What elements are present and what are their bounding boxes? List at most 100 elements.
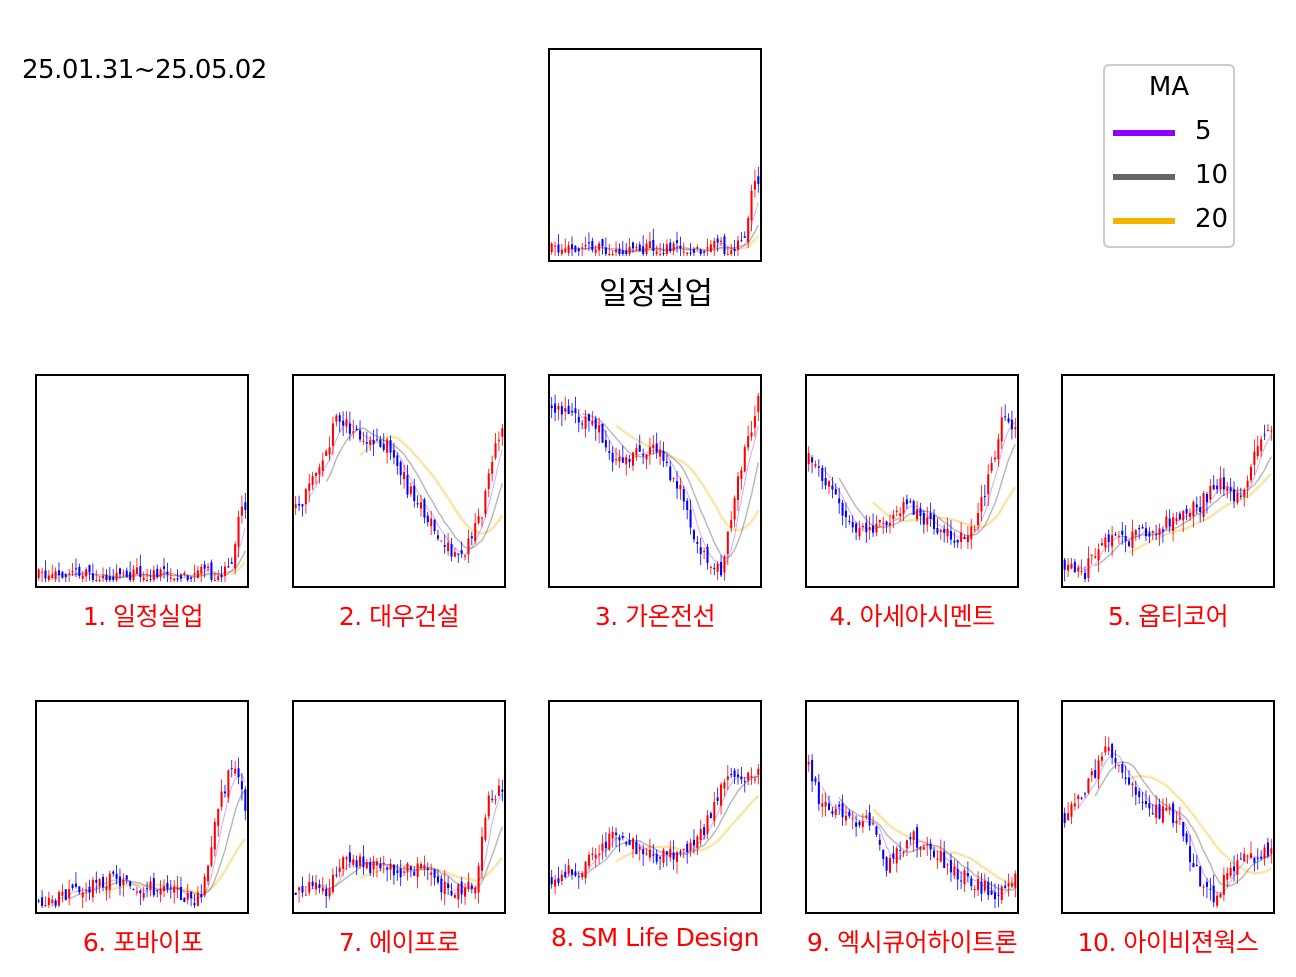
candle-body	[436, 876, 439, 883]
candle	[139, 889, 142, 906]
candle	[193, 894, 196, 908]
candle-body	[142, 892, 145, 899]
candle-body	[102, 876, 105, 888]
candle	[672, 477, 675, 483]
candle	[571, 403, 574, 417]
candle	[146, 569, 149, 582]
candle-body	[577, 416, 580, 423]
candle	[1239, 852, 1242, 860]
candle-body	[601, 423, 604, 443]
candle-body	[1266, 842, 1269, 856]
candle-body	[37, 569, 40, 578]
candle-body	[557, 405, 560, 410]
candle-body	[375, 861, 378, 866]
candle-body	[1270, 848, 1273, 854]
candle-body	[608, 833, 611, 850]
candle-body	[669, 466, 672, 481]
candle-body	[68, 889, 71, 899]
ma5-line	[308, 420, 503, 556]
candle-body	[703, 251, 706, 253]
candle-body	[501, 428, 504, 437]
candle-body	[601, 239, 604, 247]
candle-body	[166, 571, 169, 575]
candle	[963, 867, 966, 892]
candle	[1229, 478, 1232, 502]
candle-body	[716, 563, 719, 572]
candle	[1090, 554, 1093, 565]
candle-body	[977, 513, 980, 526]
chart-panel-5	[1061, 374, 1275, 588]
candle	[682, 848, 685, 859]
candle-body	[1148, 803, 1151, 809]
candle	[1185, 830, 1188, 845]
candle	[430, 863, 433, 886]
candle	[618, 449, 621, 469]
candle	[872, 816, 875, 826]
candle-body	[659, 253, 662, 255]
candle-body	[628, 246, 631, 254]
candle-body	[477, 516, 480, 523]
candle-body	[747, 218, 750, 243]
candle	[642, 448, 645, 465]
candle	[1168, 803, 1171, 816]
candle	[352, 854, 355, 868]
candle-body	[315, 882, 318, 890]
chart-caption-6: 6. 포바이포	[82, 928, 204, 957]
candle-body	[584, 245, 587, 247]
candle	[1090, 768, 1093, 782]
candle-body	[841, 803, 844, 818]
candle-body	[88, 886, 91, 893]
candle-body	[672, 477, 675, 479]
candle	[1070, 557, 1073, 570]
candle	[581, 871, 584, 881]
chart-caption-10: 10. 아이비젼웍스	[1077, 928, 1259, 957]
candle	[308, 873, 311, 896]
candle-body	[47, 897, 50, 906]
candle-body	[118, 568, 121, 575]
candle-body	[919, 846, 922, 850]
candle-body	[977, 878, 980, 891]
candle	[372, 429, 375, 457]
candle-body	[1209, 486, 1212, 500]
candle	[679, 477, 682, 500]
candle-body	[325, 888, 328, 897]
candle	[648, 232, 651, 249]
candle	[638, 843, 641, 861]
candle	[98, 878, 101, 894]
candle-body	[1212, 485, 1215, 490]
candle-body	[949, 531, 952, 540]
candle	[841, 794, 844, 826]
candle	[608, 440, 611, 460]
candle-body	[467, 881, 470, 889]
candle-body	[939, 851, 942, 862]
candle-body	[571, 244, 574, 250]
candle-body	[95, 879, 98, 883]
candle	[98, 576, 101, 582]
candle-body	[841, 502, 844, 516]
candle	[166, 875, 169, 893]
candle-body	[902, 851, 905, 854]
candle-body	[885, 521, 888, 526]
candle	[1209, 479, 1212, 504]
candle-body	[1090, 554, 1093, 556]
candle-body	[922, 847, 925, 850]
candle	[659, 855, 662, 870]
candle	[480, 516, 483, 528]
candle	[753, 169, 756, 198]
candle	[409, 482, 412, 497]
candle	[1124, 765, 1127, 785]
candle	[895, 505, 898, 517]
candle	[594, 415, 597, 441]
candle-body	[699, 547, 702, 554]
candle-body	[1260, 856, 1263, 859]
candle-body	[1192, 863, 1195, 868]
candle	[1000, 884, 1003, 905]
candle-body	[359, 856, 362, 867]
candle	[1161, 798, 1164, 825]
candle-body	[173, 886, 176, 893]
candle-body	[220, 574, 223, 578]
candle-body	[105, 574, 108, 580]
candle-body	[41, 571, 44, 573]
candle-body	[980, 881, 983, 894]
ma10-line	[1094, 761, 1272, 887]
